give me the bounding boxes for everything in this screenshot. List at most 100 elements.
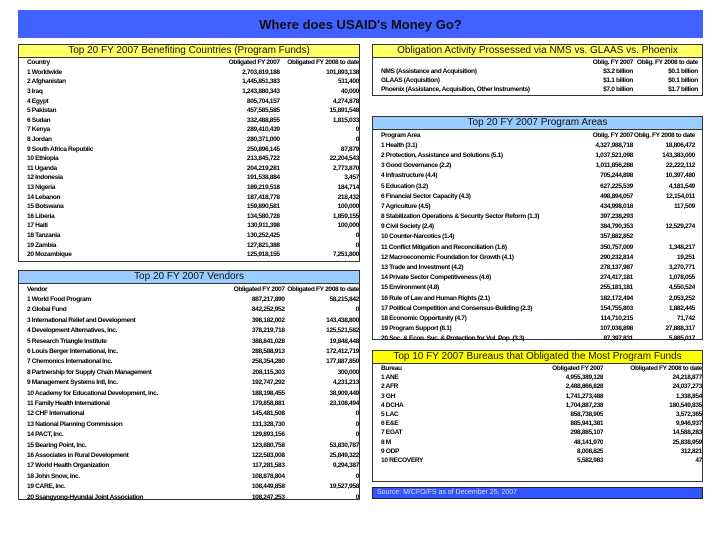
cell-value: 58,215,842 bbox=[329, 296, 359, 304]
cell-value: 19,527,958 bbox=[329, 483, 359, 491]
table-row: 2 Protection, Assistance and Solutions (… bbox=[373, 150, 702, 160]
row-label: 17 Political Competition and Consensus-B… bbox=[381, 304, 533, 312]
column-header-row: Program Area Oblig. FY 2007 Oblig. FY 2008… bbox=[373, 130, 702, 140]
column-header: Obligated FY 2007 bbox=[552, 365, 604, 373]
column-header-row: Bureau Obligated FY 2007 Obligated FY 2008… bbox=[373, 364, 702, 373]
cell-value: 108,247,253 bbox=[251, 493, 285, 501]
table-row: 18 Economic Opportunity (4.7) 114,710,215… bbox=[373, 313, 702, 323]
table-row: 17 Political Competition and Consensus-B… bbox=[373, 303, 702, 313]
cell-value: 0 bbox=[355, 231, 359, 239]
row-label: 9 South Africa Republic bbox=[27, 145, 94, 153]
cell-value: 19,848,448 bbox=[329, 337, 359, 345]
cell-value: 117,281,583 bbox=[252, 462, 285, 470]
cell-value: $1.1 billion bbox=[603, 77, 633, 84]
row-label: 8 M bbox=[381, 438, 391, 446]
row-label: 8 Stabilization Operations & Security Se… bbox=[381, 213, 540, 221]
cell-value: 397,238,293 bbox=[600, 213, 633, 221]
table-row: 6 Financial Sector Capacity (4.3) 498,894… bbox=[373, 191, 702, 201]
cell-value: 2,773,870 bbox=[332, 164, 359, 172]
cell-value: 19,251 bbox=[676, 253, 695, 261]
cell-value: 312,821 bbox=[680, 447, 702, 455]
cell-value: 5,885,017 bbox=[668, 335, 695, 343]
table-row: 11 Family Health International 179,858,88… bbox=[19, 398, 359, 408]
cell-value: 250,896,145 bbox=[246, 145, 280, 153]
table-row: 13 Trade and Investment (4.2) 278,137,987… bbox=[373, 262, 702, 272]
cell-value: 25,838,959 bbox=[672, 438, 702, 446]
cell-value: 1,011,856,288 bbox=[595, 162, 633, 170]
cell-value: 22,222,112 bbox=[665, 162, 695, 170]
row-label: 4 Infrastructure (4.4) bbox=[381, 172, 438, 180]
cell-value: 22,204,543 bbox=[329, 155, 359, 163]
row-label: 5 Education (3.2) bbox=[381, 182, 428, 190]
cell-value: 805,704,157 bbox=[246, 97, 280, 105]
cell-value: $0.1 billion bbox=[668, 77, 698, 84]
cell-value: 177,887,850 bbox=[326, 358, 359, 366]
cell-value: 24,218,877 bbox=[672, 374, 702, 382]
cell-value: 627,225,539 bbox=[600, 182, 633, 190]
table-row: 3 Iraq 1,243,880,343 40,000 bbox=[19, 87, 359, 97]
column-header: Oblig. FY 2008 to date bbox=[636, 59, 698, 66]
table-row: 16 Liberia 134,580,728 1,859,155 bbox=[19, 212, 359, 222]
table-row: 18 John Snow, Inc. 108,878,804 0 bbox=[19, 471, 359, 481]
table-title: Top 20 FY 2007 Program Areas bbox=[373, 117, 702, 130]
cell-value: 107,038,898 bbox=[600, 325, 633, 333]
obligation-table: Obligation Activity Prossessed via NMS v… bbox=[372, 44, 703, 96]
cell-value: 12,154,011 bbox=[665, 192, 695, 200]
table-row: 19 CARE, Inc. 108,449,858 19,527,958 bbox=[19, 481, 359, 491]
row-label: 4 DCHA bbox=[381, 401, 404, 409]
cell-value: 498,894,057 bbox=[600, 192, 633, 200]
table-title: Obligation Activity Prossessed via NMS v… bbox=[373, 45, 702, 58]
cell-value: 130,911,398 bbox=[247, 222, 280, 230]
column-header: Obligated FY 2007 bbox=[228, 59, 280, 67]
row-label: 10 RECOVERY bbox=[381, 456, 424, 464]
cell-value: 350,757,009 bbox=[600, 243, 633, 251]
row-label: 20 Soc. & Econ. Svc. & Protection for Vu… bbox=[381, 335, 525, 343]
cell-value: 127,821,388 bbox=[246, 241, 280, 249]
column-header: Obligated FY 2007 bbox=[233, 285, 285, 293]
table-row: 2 AFR 2,488,866,828 24,037,273 bbox=[373, 382, 702, 391]
table-row: 8 Stabilization Operations & Security Se… bbox=[373, 212, 702, 222]
cell-value: $0.1 billion bbox=[668, 68, 698, 75]
row-label: 5 Pakistan bbox=[27, 107, 57, 115]
row-label: 3 Good Governance (2.2) bbox=[381, 162, 451, 170]
table-row: 4 DCHA 1,704,887,238 180,549,835 bbox=[373, 401, 702, 410]
row-label: 14 Lebanon bbox=[27, 193, 61, 201]
row-label: 16 Liberia bbox=[27, 212, 55, 220]
table-row: 10 Counter-Narcotics (1.4) 357,882,852 bbox=[373, 232, 702, 242]
row-label: 9 Civil Society (2.4) bbox=[381, 223, 434, 231]
row-label: 20 Mozambique bbox=[27, 251, 72, 259]
cell-value: 134,580,728 bbox=[246, 212, 280, 220]
cell-value: 143,438,800 bbox=[326, 316, 359, 324]
row-label: 1 Health (3.1) bbox=[381, 141, 418, 149]
column-header: Oblig. FY 2007 bbox=[592, 131, 633, 139]
cell-value: $3.2 billion bbox=[603, 68, 633, 75]
table-row: 5 LAC 858,738,905 3,572,365 bbox=[373, 410, 702, 419]
cell-value: 143,383,000 bbox=[662, 151, 695, 159]
cell-value: 7,251,800 bbox=[332, 251, 359, 259]
cell-value: 18,806,472 bbox=[665, 141, 695, 149]
table-row: 11 Conflict Mitigation and Reconciliatio… bbox=[373, 242, 702, 252]
table-row: 7 EGAT 298,885,107 14,588,283 bbox=[373, 428, 702, 437]
cell-value: 24,037,273 bbox=[672, 383, 702, 391]
row-label: 4 Development Alternatives, Inc. bbox=[27, 327, 118, 335]
cell-value: 4,550,524 bbox=[668, 284, 695, 292]
vendors-table: Top 20 FY 2007 Vendors Vendor Obligated FY… bbox=[18, 270, 360, 501]
table-row: 20 Soc. & Econ. Svc. & Protection for Vu… bbox=[373, 334, 702, 344]
table-row: 9 Management Systems Intl, Inc. 192,747,2… bbox=[19, 378, 359, 388]
table-row: 2 Afghanistan 1,445,851,383 511,400 bbox=[19, 77, 359, 87]
row-label: 2 AFR bbox=[381, 383, 399, 391]
cell-value: 23,108,494 bbox=[329, 399, 359, 407]
cell-value: 123,880,758 bbox=[251, 441, 285, 449]
cell-value: 274,417,181 bbox=[600, 274, 633, 282]
row-label: 12 Macroeconomic Foundation for Growth (… bbox=[381, 253, 514, 261]
cell-value: 189,219,518 bbox=[246, 184, 280, 192]
cell-value: 2,053,252 bbox=[668, 294, 695, 302]
row-label: NMS (Assistance and Acquisition) bbox=[381, 68, 477, 75]
table-row: 8 Jordan 280,371,000 0 bbox=[19, 135, 359, 145]
table-row: 8 Partnership for Supply Chain Managemen… bbox=[19, 367, 359, 377]
table-row: 10 Ethiopia 213,845,722 22,204,543 bbox=[19, 154, 359, 164]
cell-value: 3,457 bbox=[344, 174, 359, 182]
row-label: 18 Economic Opportunity (4.7) bbox=[381, 314, 467, 322]
cell-value: 278,137,987 bbox=[600, 264, 633, 272]
row-label: 19 CARE, Inc. bbox=[27, 483, 66, 491]
